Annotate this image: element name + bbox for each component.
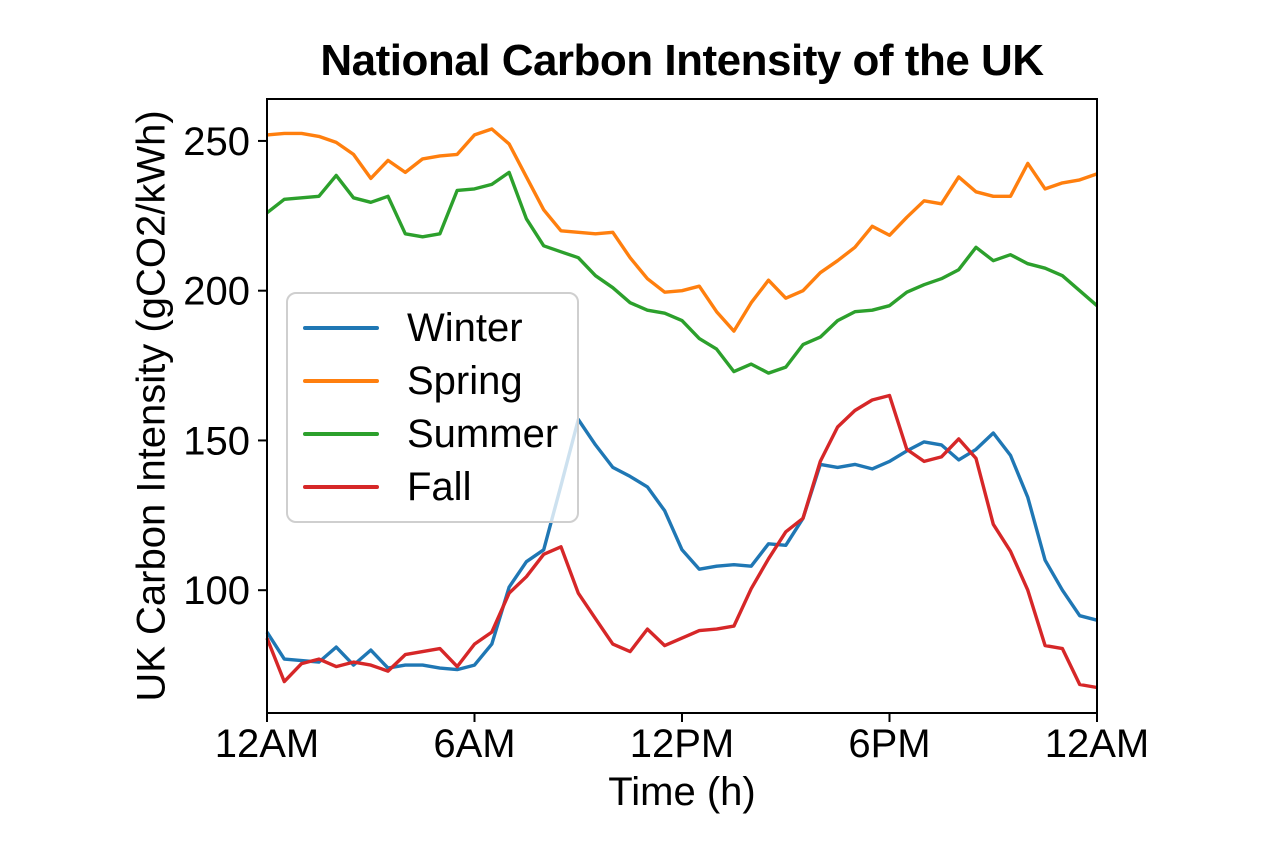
x-tick-label: 6AM — [433, 722, 515, 766]
legend: Winter Spring Summer Fall — [286, 292, 579, 523]
series-summer-line — [265, 170, 1099, 375]
x-axis-label: Time (h) — [608, 770, 756, 814]
legend-label-summer: Summer — [407, 411, 559, 456]
fall-line-swatch — [303, 484, 379, 489]
series-winter-line — [265, 417, 1098, 672]
spring-line-swatch — [303, 379, 379, 384]
y-tick-label: 150 — [183, 419, 250, 463]
summer-line-swatch — [303, 431, 379, 436]
winter-line-swatch — [303, 326, 379, 331]
legend-label-winter: Winter — [407, 306, 523, 351]
legend-label-spring: Spring — [407, 359, 523, 404]
legend-label-fall: Fall — [407, 464, 472, 509]
y-tick-label: 250 — [183, 120, 250, 164]
y-tick-label: 100 — [183, 569, 250, 613]
series-spring-line — [266, 127, 1098, 333]
legend-item-winter: Winter — [303, 308, 577, 348]
legend-item-spring: Spring — [303, 361, 577, 401]
y-tick-label: 200 — [183, 270, 250, 314]
x-tick-label: 12AM — [1045, 722, 1150, 766]
series-fall-line — [265, 393, 1098, 690]
x-tick-label: 12PM — [630, 722, 735, 766]
chart-title: National Carbon Intensity of the UK — [320, 36, 1044, 85]
legend-item-summer: Summer — [303, 414, 577, 454]
x-tick-label: 12AM — [215, 722, 320, 766]
x-tick-label: 6PM — [848, 722, 930, 766]
legend-item-fall: Fall — [303, 467, 577, 507]
